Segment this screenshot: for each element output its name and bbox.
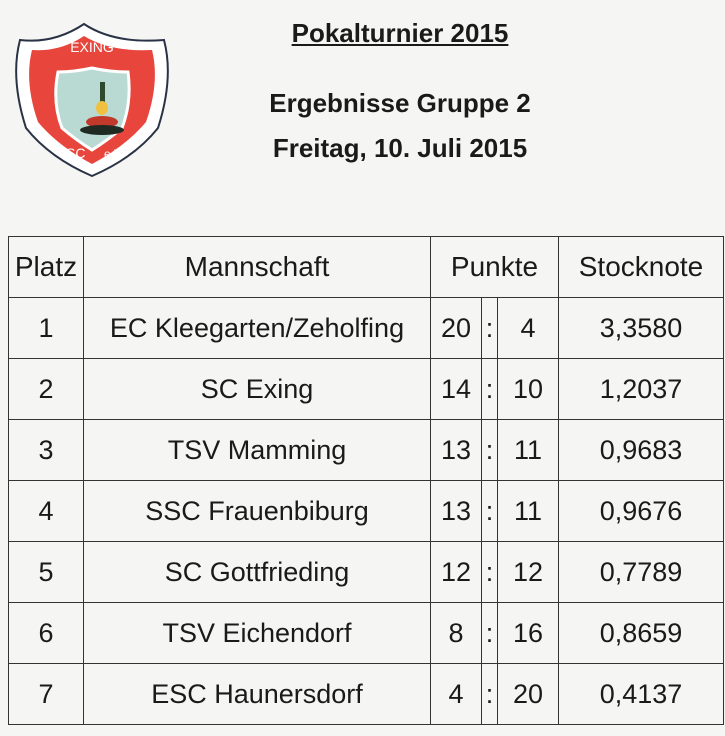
header-mannschaft: Mannschaft	[83, 236, 431, 298]
rank-cell: 2	[8, 358, 84, 420]
table-row: 4 SSC Frauenbiburg 13:11 0,9676	[8, 480, 724, 542]
points-for-cell: 14	[430, 358, 482, 420]
points-against-cell: 12	[497, 541, 559, 603]
rank-cell: 3	[8, 419, 84, 481]
stocknote-cell: 0,9676	[558, 480, 724, 542]
points-for-cell: 13	[430, 419, 482, 481]
points-separator: :	[481, 663, 498, 725]
stocknote-cell: 0,8659	[558, 602, 724, 664]
rank-cell: 4	[8, 480, 84, 542]
table-row: 6 TSV Eichendorf 8:16 0,8659	[8, 602, 724, 664]
points-against-cell: 10	[497, 358, 559, 420]
points-against-cell: 20	[497, 663, 559, 725]
points-for-cell: 12	[430, 541, 482, 603]
header-stocknote: Stocknote	[558, 236, 724, 298]
table-row: 1 EC Kleegarten/Zeholfing 20:4 3,3580	[8, 297, 724, 359]
group-subtitle: Ergebnisse Gruppe 2	[269, 88, 531, 118]
club-crest-logo: EXING SC e.V.	[15, 22, 169, 178]
tournament-title: Pokalturnier 2015	[291, 18, 509, 48]
table-row: 7 ESC Haunersdorf 4:20 0,4137	[8, 663, 724, 725]
date-line: Freitag, 10. Juli 2015	[272, 133, 528, 163]
points-separator: :	[481, 602, 498, 664]
rank-cell: 7	[8, 663, 84, 725]
points-for-cell: 8	[430, 602, 482, 664]
table-row: 5 SC Gottfrieding 12:12 0,7789	[8, 541, 724, 603]
team-cell: ESC Haunersdorf	[83, 663, 431, 725]
svg-text:e.V.: e.V.	[104, 147, 124, 161]
stocknote-cell: 0,9683	[558, 419, 724, 481]
stocknote-cell: 0,7789	[558, 541, 724, 603]
points-separator: :	[481, 541, 498, 603]
team-cell: SSC Frauenbiburg	[83, 480, 431, 542]
points-against-cell: 11	[497, 480, 559, 542]
stocknote-cell: 0,4137	[558, 663, 724, 725]
team-cell: TSV Mamming	[83, 419, 431, 481]
points-separator: :	[481, 297, 498, 359]
header-punkte: Punkte	[430, 236, 559, 298]
table-row: 3 TSV Mamming 13:11 0,9683	[8, 419, 724, 481]
points-separator: :	[481, 358, 498, 420]
rank-cell: 1	[8, 297, 84, 359]
table-row: 2 SC Exing 14:10 1,2037	[8, 358, 724, 420]
header-platz: Platz	[8, 236, 84, 298]
stocknote-cell: 1,2037	[558, 358, 724, 420]
team-cell: SC Exing	[83, 358, 431, 420]
points-against-cell: 4	[497, 297, 559, 359]
svg-text:EXING: EXING	[70, 39, 114, 55]
points-for-cell: 4	[430, 663, 482, 725]
stocknote-cell: 3,3580	[558, 297, 724, 359]
results-table: Platz Mannschaft Punkte Stocknote 1 EC Kl…	[8, 236, 724, 725]
team-cell: SC Gottfrieding	[83, 541, 431, 603]
rank-cell: 5	[8, 541, 84, 603]
points-for-cell: 20	[430, 297, 482, 359]
team-cell: EC Kleegarten/Zeholfing	[83, 297, 431, 359]
team-cell: TSV Eichendorf	[83, 602, 431, 664]
points-against-cell: 11	[497, 419, 559, 481]
points-separator: :	[481, 480, 498, 542]
points-for-cell: 13	[430, 480, 482, 542]
rank-cell: 6	[8, 602, 84, 664]
points-separator: :	[481, 419, 498, 481]
svg-text:SC: SC	[66, 145, 85, 161]
table-header-row: Platz Mannschaft Punkte Stocknote	[8, 236, 724, 298]
points-against-cell: 16	[497, 602, 559, 664]
